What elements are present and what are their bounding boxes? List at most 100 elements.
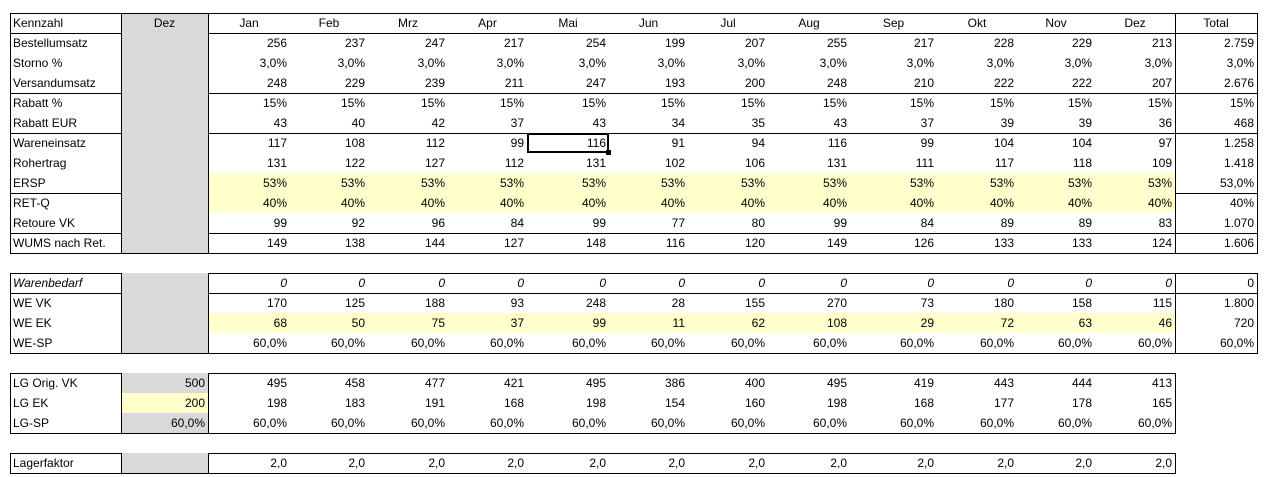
month-cell[interactable]: 15% (740, 96, 765, 110)
month-cell[interactable]: 199 (664, 36, 685, 50)
month-cell[interactable]: 63 (1017, 313, 1095, 333)
month-cell[interactable]: 60,0% (812, 416, 847, 430)
month-cell[interactable]: 3,0% (657, 56, 685, 70)
month-cell[interactable]: 495 (585, 376, 606, 390)
month-cell[interactable]: 131 (826, 156, 847, 170)
month-cell[interactable]: 40% (208, 193, 290, 213)
month-cell[interactable]: 15% (581, 96, 606, 110)
month-cell[interactable]: 106 (744, 156, 765, 170)
month-cell[interactable]: 60,0% (489, 416, 524, 430)
month-cell[interactable]: 177 (993, 396, 1014, 410)
month-cell[interactable]: 40 (351, 116, 365, 130)
month-cell[interactable]: 40% (768, 193, 850, 213)
month-cell[interactable]: 116 (665, 236, 685, 250)
month-cell[interactable]: 149 (266, 236, 287, 250)
prev-month-cell[interactable]: 60,0% (121, 413, 208, 433)
month-cell[interactable]: 444 (1071, 376, 1092, 390)
month-cell[interactable]: 15% (909, 96, 934, 110)
month-cell[interactable]: 191 (424, 396, 445, 410)
month-cell[interactable]: 42 (431, 116, 445, 130)
month-cell[interactable]: 2,0 (348, 456, 365, 470)
month-cell[interactable]: 84 (920, 216, 934, 230)
month-cell[interactable]: 99 (833, 216, 847, 230)
month-cell[interactable]: 248 (585, 296, 606, 310)
month-cell[interactable]: 210 (913, 76, 934, 90)
month-cell[interactable]: 60,0% (252, 416, 287, 430)
month-cell[interactable]: 217 (913, 36, 934, 50)
month-cell[interactable]: 15% (1147, 96, 1172, 110)
row-label[interactable]: WUMS nach Ret. (13, 236, 106, 250)
prev-month-cell[interactable] (121, 93, 208, 113)
month-cell[interactable]: 60,0% (730, 416, 765, 430)
prev-month-cell[interactable] (121, 453, 208, 473)
row-label[interactable]: Rabatt EUR (13, 116, 78, 130)
month-cell[interactable]: 37 (920, 116, 934, 130)
month-cell[interactable]: 62 (688, 313, 768, 333)
month-cell[interactable]: 198 (585, 396, 606, 410)
month-cell[interactable]: 93 (510, 296, 524, 310)
month-cell[interactable]: 37 (510, 116, 524, 130)
month-cell[interactable]: 89 (1078, 216, 1092, 230)
month-cell[interactable]: 239 (424, 76, 445, 90)
month-cell[interactable]: 168 (913, 396, 934, 410)
month-cell[interactable]: 200 (744, 76, 765, 90)
month-cell[interactable]: 3,0% (578, 56, 606, 70)
month-cell[interactable]: 0 (840, 276, 847, 290)
month-cell[interactable]: 222 (993, 76, 1014, 90)
month-cell[interactable]: 73 (920, 296, 934, 310)
total-cell[interactable]: 53,0% (1219, 176, 1254, 190)
row-label[interactable]: ERSP (13, 176, 46, 190)
month-cell[interactable]: 60,0% (979, 336, 1014, 350)
month-cell[interactable]: 144 (424, 236, 445, 250)
month-cell[interactable]: 443 (993, 376, 1014, 390)
month-cell[interactable]: 68 (208, 313, 290, 333)
prev-month-cell[interactable] (121, 293, 208, 313)
month-cell[interactable]: 60,0% (330, 416, 365, 430)
month-cell[interactable]: 386 (664, 376, 685, 390)
month-cell[interactable]: 60,0% (1057, 336, 1092, 350)
month-cell[interactable]: 148 (585, 236, 606, 250)
month-cell[interactable]: 35 (751, 116, 765, 130)
month-cell[interactable]: 2,0 (997, 456, 1014, 470)
month-cell[interactable]: 248 (826, 76, 847, 90)
month-cell[interactable]: 28 (671, 296, 685, 310)
row-label[interactable]: Lagerfaktor (13, 456, 74, 470)
total-cell[interactable]: 1.258 (1223, 136, 1254, 150)
month-cell[interactable]: 247 (585, 76, 606, 90)
month-cell[interactable]: 15% (420, 96, 445, 110)
month-cell[interactable]: 111 (915, 156, 934, 170)
month-cell[interactable]: 60,0% (489, 336, 524, 350)
month-cell[interactable]: 183 (344, 396, 365, 410)
month-cell[interactable]: 115 (1152, 296, 1172, 310)
month-cell[interactable]: 94 (751, 136, 765, 150)
month-cell[interactable]: 53% (527, 173, 609, 193)
month-cell[interactable]: 60,0% (979, 416, 1014, 430)
total-cell[interactable]: 15% (1229, 96, 1254, 110)
month-cell[interactable]: 3,0% (1144, 56, 1172, 70)
month-cell[interactable]: 248 (266, 76, 287, 90)
month-cell[interactable]: 109 (1151, 156, 1172, 170)
month-cell[interactable]: 102 (664, 156, 685, 170)
month-cell[interactable]: 458 (344, 376, 365, 390)
month-cell[interactable]: 228 (993, 36, 1014, 50)
month-cell[interactable]: 60,0% (730, 336, 765, 350)
month-cell[interactable]: 3,0% (819, 56, 847, 70)
month-cell[interactable]: 3,0% (1064, 56, 1092, 70)
month-cell[interactable]: 126 (913, 236, 934, 250)
month-cell[interactable]: 84 (510, 216, 524, 230)
month-cell[interactable]: 0 (678, 276, 685, 290)
month-cell[interactable]: 0 (1165, 276, 1172, 290)
month-cell[interactable]: 60,0% (1137, 336, 1172, 350)
month-cell[interactable]: 43 (833, 116, 847, 130)
month-cell[interactable]: 37 (448, 313, 527, 333)
prev-month-cell[interactable] (121, 173, 208, 193)
month-cell[interactable]: 211 (504, 76, 524, 90)
month-cell[interactable]: 2,0 (668, 456, 685, 470)
prev-month-cell[interactable] (121, 33, 208, 53)
month-cell[interactable]: 2,0 (507, 456, 524, 470)
month-cell[interactable]: 160 (744, 396, 765, 410)
prev-month-cell[interactable] (121, 213, 208, 233)
month-cell[interactable]: 43 (592, 116, 606, 130)
row-label[interactable]: LG-SP (13, 416, 50, 430)
